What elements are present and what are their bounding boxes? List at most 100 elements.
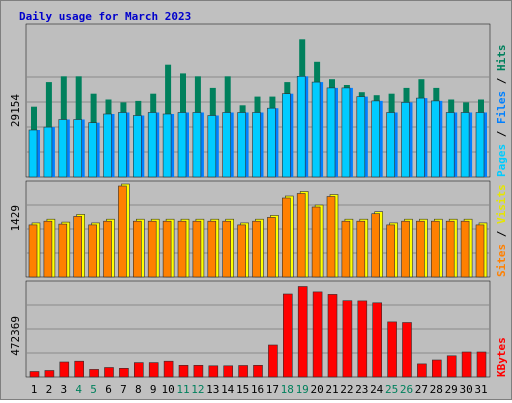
bar-sites bbox=[416, 220, 425, 278]
bar-sites bbox=[267, 217, 276, 278]
bar-pages bbox=[28, 129, 38, 178]
x-tick-label: 27 bbox=[415, 383, 428, 396]
bar-sites bbox=[118, 185, 127, 278]
bar-sites bbox=[133, 220, 142, 278]
bar-pages bbox=[356, 96, 366, 178]
bar-pages bbox=[162, 113, 172, 178]
x-tick-label: 20 bbox=[310, 383, 323, 396]
bar-pages bbox=[73, 119, 82, 178]
x-tick-label: 23 bbox=[355, 383, 368, 396]
x-tick-label: 5 bbox=[90, 383, 97, 396]
legend-kbytes-label: KBytes bbox=[495, 337, 508, 377]
bar-sites bbox=[371, 213, 381, 278]
x-tick-label: 3 bbox=[60, 383, 67, 396]
bar-pages bbox=[460, 112, 470, 178]
bar-sites bbox=[475, 224, 485, 278]
bar-pages bbox=[386, 112, 395, 178]
svg-text:KBytes: KBytes bbox=[495, 337, 508, 377]
x-tick-label: 13 bbox=[206, 383, 219, 396]
legend-separator: / bbox=[495, 124, 508, 144]
bar-pages bbox=[326, 87, 336, 178]
bar-kbytes bbox=[327, 294, 338, 378]
bar-kbytes bbox=[208, 365, 219, 378]
x-tick-label: 22 bbox=[340, 383, 353, 396]
x-tick-label: 2 bbox=[46, 383, 53, 396]
bar-kbytes bbox=[134, 362, 144, 378]
bar-kbytes bbox=[372, 302, 383, 378]
bar-kbytes bbox=[238, 365, 248, 378]
bar-pages bbox=[281, 93, 291, 178]
bar-kbytes bbox=[417, 363, 427, 378]
x-tick-label: 31 bbox=[474, 383, 487, 396]
bar-kbytes bbox=[193, 364, 204, 378]
bar-sites bbox=[177, 220, 187, 278]
bar-sites bbox=[296, 193, 306, 278]
svg-text:Pages / Files / Hits: Pages / Files / Hits bbox=[495, 45, 508, 178]
bar-sites bbox=[386, 224, 395, 278]
bar-kbytes bbox=[446, 355, 457, 378]
axis-max-hits: 29154 bbox=[9, 94, 22, 127]
bar-kbytes bbox=[163, 360, 174, 378]
bar-pages bbox=[192, 112, 202, 178]
bar-kbytes bbox=[44, 370, 55, 378]
x-tick-label: 4 bbox=[75, 383, 82, 396]
x-tick-label: 18 bbox=[281, 383, 294, 396]
bar-sites bbox=[341, 220, 351, 278]
bar-pages bbox=[58, 119, 68, 178]
x-tick-label: 12 bbox=[191, 383, 204, 396]
x-tick-label: 8 bbox=[135, 383, 142, 396]
x-tick-label: 24 bbox=[370, 383, 384, 396]
x-tick-label: 25 bbox=[385, 383, 398, 396]
bar-sites bbox=[326, 196, 336, 278]
x-tick-label: 28 bbox=[430, 383, 443, 396]
bar-kbytes bbox=[342, 300, 353, 378]
bar-kbytes bbox=[223, 365, 233, 378]
bar-kbytes bbox=[357, 300, 368, 378]
bar-kbytes bbox=[431, 359, 442, 378]
legend-hits: Hits bbox=[495, 45, 508, 72]
legend-separator: / bbox=[495, 71, 508, 91]
bar-pages bbox=[177, 112, 187, 178]
bar-sites bbox=[192, 220, 202, 278]
bar-kbytes bbox=[29, 371, 40, 378]
bar-pages bbox=[103, 113, 112, 178]
legend-pages: Pages bbox=[495, 144, 508, 177]
bar-kbytes bbox=[178, 364, 189, 378]
bar-kbytes bbox=[312, 291, 323, 378]
bar-pages bbox=[222, 112, 231, 178]
x-tick-label: 11 bbox=[176, 383, 189, 396]
bar-pages bbox=[43, 126, 53, 178]
bar-kbytes bbox=[104, 367, 114, 378]
bar-kbytes bbox=[89, 369, 99, 378]
bar-kbytes bbox=[461, 351, 472, 378]
x-tick-label: 26 bbox=[400, 383, 413, 396]
bar-pages bbox=[311, 81, 321, 178]
bar-pages bbox=[207, 115, 217, 178]
x-tick-label: 16 bbox=[251, 383, 264, 396]
bar-sites bbox=[252, 220, 261, 278]
axis-max-visits: 1429 bbox=[9, 205, 22, 232]
bar-kbytes bbox=[148, 362, 159, 378]
x-tick-label: 10 bbox=[161, 383, 174, 396]
bar-sites bbox=[43, 220, 53, 278]
x-tick-label: 9 bbox=[150, 383, 157, 396]
bar-kbytes bbox=[74, 360, 84, 378]
bar-kbytes bbox=[387, 321, 397, 378]
legend-kbytes: KBytes bbox=[495, 337, 508, 377]
bar-pages bbox=[133, 115, 142, 178]
bar-kbytes bbox=[119, 367, 129, 378]
bar-sites bbox=[401, 220, 410, 278]
bar-pages bbox=[147, 112, 157, 178]
x-tick-label: 7 bbox=[120, 383, 127, 396]
bar-sites bbox=[430, 220, 440, 278]
legend-visits: Visits bbox=[495, 184, 508, 224]
bar-pages bbox=[267, 107, 276, 178]
legend-sites: Sites bbox=[495, 244, 508, 277]
bar-kbytes bbox=[297, 286, 308, 378]
bar-sites bbox=[162, 220, 172, 278]
bar-pages bbox=[237, 112, 246, 178]
x-tick-label: 17 bbox=[266, 383, 279, 396]
bar-pages bbox=[475, 112, 485, 178]
x-tick-label: 19 bbox=[296, 383, 309, 396]
bar-sites bbox=[73, 216, 82, 278]
